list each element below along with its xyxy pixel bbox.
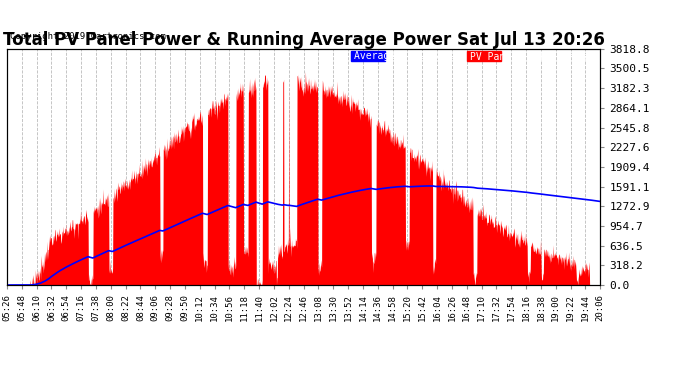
Title: Total PV Panel Power & Running Average Power Sat Jul 13 20:26: Total PV Panel Power & Running Average P… [3,31,604,49]
Text: Copyright 2019 Cartronics.com: Copyright 2019 Cartronics.com [10,32,166,41]
Legend: Average  (DC Watts), PV Panels  (DC Watts): Average (DC Watts), PV Panels (DC Watts) [348,49,595,63]
